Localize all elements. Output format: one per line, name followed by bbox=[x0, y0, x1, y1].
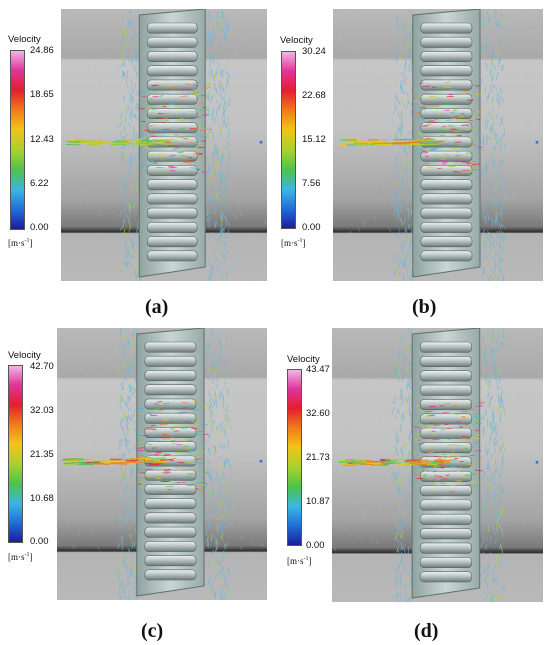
colorbar bbox=[287, 369, 302, 546]
tick-min: 0.00 bbox=[302, 222, 321, 233]
panel-label-c: (c) bbox=[141, 620, 164, 642]
legend-title: Velocity bbox=[287, 354, 320, 365]
panel-label-d: (d) bbox=[414, 620, 439, 642]
cfd-render bbox=[332, 328, 543, 602]
tick-1q: 10.68 bbox=[30, 493, 54, 504]
tick-1q: 6.22 bbox=[30, 178, 49, 189]
cfd-render bbox=[57, 328, 267, 600]
tick-3q: 22.68 bbox=[302, 90, 326, 101]
tick-min: 0.00 bbox=[30, 536, 49, 547]
colorbar bbox=[281, 51, 296, 229]
tick-min: 0.00 bbox=[30, 222, 49, 233]
tick-1q: 10.87 bbox=[306, 496, 330, 507]
tick-1q: 7.56 bbox=[302, 178, 321, 189]
panel-label-a: (a) bbox=[145, 296, 169, 318]
unit-label: [m·s-1] bbox=[8, 552, 33, 562]
colorbar bbox=[8, 365, 23, 543]
unit-label: [m·s-1] bbox=[287, 556, 312, 566]
tick-max: 30.24 bbox=[302, 46, 326, 57]
cfd-render bbox=[61, 9, 267, 281]
tick-max: 42.70 bbox=[30, 361, 54, 372]
tick-min: 0.00 bbox=[306, 540, 325, 551]
tick-3q: 32.03 bbox=[30, 405, 54, 416]
panel-label-b: (b) bbox=[412, 296, 437, 318]
tick-max: 43.47 bbox=[306, 364, 330, 375]
unit-label: [m·s-1] bbox=[8, 238, 33, 248]
tick-3q: 18.65 bbox=[30, 89, 54, 100]
simulation-panel-a bbox=[61, 9, 267, 281]
cfd-render bbox=[333, 9, 543, 281]
tick-mid: 21.73 bbox=[306, 452, 330, 463]
tick-3q: 32.60 bbox=[306, 408, 330, 419]
unit-label: [m·s-1] bbox=[281, 238, 306, 248]
tick-mid: 21.35 bbox=[30, 449, 54, 460]
colorbar bbox=[10, 50, 25, 230]
tick-mid: 15.12 bbox=[302, 134, 326, 145]
tick-mid: 12.43 bbox=[30, 134, 54, 145]
simulation-panel-c bbox=[57, 328, 267, 600]
simulation-panel-b bbox=[333, 9, 543, 281]
simulation-panel-d bbox=[332, 328, 543, 602]
legend-title: Velocity bbox=[8, 34, 41, 45]
legend-title: Velocity bbox=[280, 35, 313, 46]
tick-max: 24.86 bbox=[30, 45, 54, 56]
legend-title: Velocity bbox=[8, 350, 41, 361]
